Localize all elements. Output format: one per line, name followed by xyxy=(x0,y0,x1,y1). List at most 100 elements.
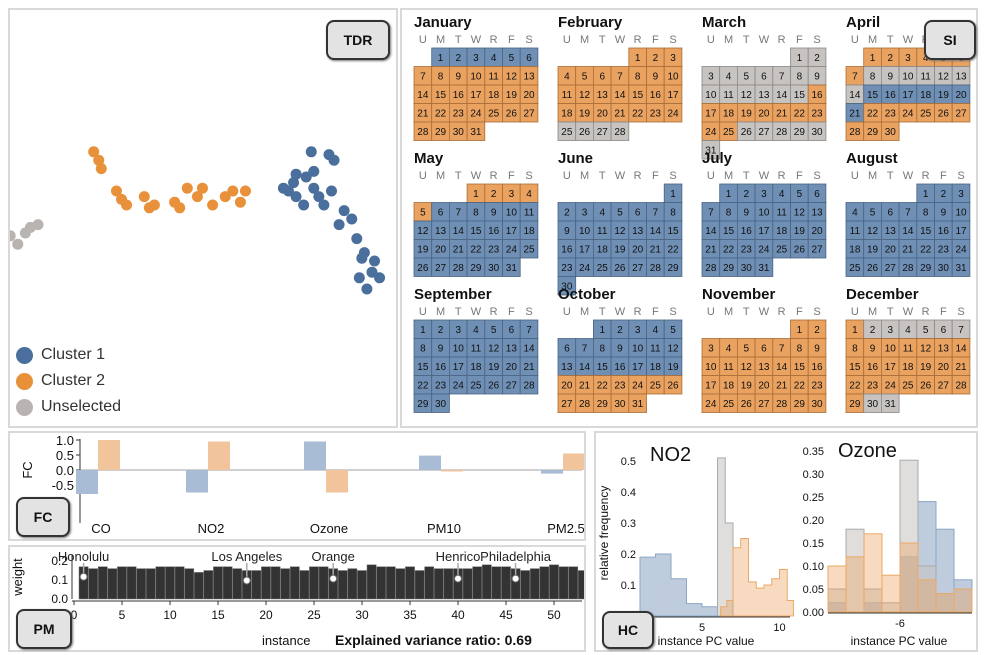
pm-bar[interactable] xyxy=(529,568,540,600)
pm-bar[interactable] xyxy=(347,568,358,600)
scatter-point[interactable] xyxy=(174,202,186,214)
pm-bar[interactable] xyxy=(222,566,233,600)
pm-bar[interactable] xyxy=(280,568,291,600)
scatter-point[interactable] xyxy=(219,191,231,203)
scatter-point[interactable] xyxy=(361,283,373,295)
legend-cluster1[interactable]: Cluster 1 xyxy=(16,342,121,368)
pm-bar[interactable] xyxy=(203,570,214,600)
scatter-point[interactable] xyxy=(277,182,289,194)
fc-bar-cluster1[interactable] xyxy=(186,470,208,493)
pm-bar[interactable] xyxy=(549,564,559,600)
day-cell[interactable] xyxy=(807,393,827,413)
pm-annotation-marker[interactable] xyxy=(242,576,251,585)
scatter-point[interactable] xyxy=(148,199,160,211)
scatter-point[interactable] xyxy=(351,233,363,245)
scatter-point[interactable] xyxy=(326,185,337,197)
hc-ozone-cluster2[interactable] xyxy=(845,556,865,613)
scatter-point[interactable] xyxy=(313,191,325,203)
fc-bar-cluster1[interactable] xyxy=(76,470,98,494)
scatter-point[interactable] xyxy=(290,191,302,203)
pm-bar[interactable] xyxy=(577,570,588,600)
pm-bar[interactable] xyxy=(520,570,531,600)
scatter-point[interactable] xyxy=(346,213,358,225)
day-cell[interactable] xyxy=(880,393,900,413)
scatter-point[interactable] xyxy=(318,199,330,211)
hc-ozone-cluster2[interactable] xyxy=(899,542,919,613)
pm-annotation-marker[interactable] xyxy=(454,574,462,583)
scatter-point[interactable] xyxy=(110,185,122,197)
pm-bar[interactable] xyxy=(261,566,271,600)
hc-no2-unselected[interactable] xyxy=(717,457,734,617)
fc-bar-cluster1[interactable] xyxy=(419,455,441,470)
pm-bar[interactable] xyxy=(481,564,492,600)
pm-bar[interactable] xyxy=(462,568,473,600)
pm-bar[interactable] xyxy=(97,566,108,600)
pm-bar[interactable] xyxy=(251,570,262,600)
day-cell[interactable] xyxy=(466,121,486,141)
scatter-point[interactable] xyxy=(234,196,246,208)
pm-bar[interactable] xyxy=(376,566,387,600)
day-cell[interactable] xyxy=(754,257,774,277)
hc-ozone-cluster2[interactable] xyxy=(881,574,901,613)
scatter-point[interactable] xyxy=(93,154,105,166)
pm-bar[interactable] xyxy=(309,566,319,600)
pm-bar[interactable] xyxy=(117,566,127,600)
day-cell[interactable] xyxy=(701,140,721,160)
day-cell[interactable] xyxy=(880,121,900,141)
pm-bar[interactable] xyxy=(184,568,195,600)
scatter-point[interactable] xyxy=(12,238,24,250)
pm-bar[interactable] xyxy=(155,566,166,600)
day-cell[interactable] xyxy=(519,239,539,259)
scatter-point[interactable] xyxy=(88,146,100,158)
day-cell[interactable] xyxy=(663,103,683,123)
day-cell[interactable] xyxy=(663,257,683,277)
scatter-point[interactable] xyxy=(32,219,44,231)
fc-bar-cluster2[interactable] xyxy=(208,441,230,471)
fc-bar-cluster2[interactable] xyxy=(441,470,463,472)
pm-bar[interactable] xyxy=(126,566,137,600)
pm-annotation-marker[interactable] xyxy=(329,574,338,583)
hc-ozone-cluster2[interactable] xyxy=(917,579,937,613)
scatter-point[interactable] xyxy=(191,191,203,203)
pm-annotation-marker[interactable] xyxy=(79,572,88,581)
scatter-point[interactable] xyxy=(366,266,378,278)
scatter-point[interactable] xyxy=(305,146,317,158)
pm-bar[interactable] xyxy=(193,572,204,600)
pm-bar[interactable] xyxy=(318,566,329,600)
hc-no2-cluster2[interactable] xyxy=(720,538,794,617)
scatter-point[interactable] xyxy=(227,185,239,197)
pm-bar[interactable] xyxy=(395,568,406,600)
pm-bar[interactable] xyxy=(213,566,223,600)
scatter-point[interactable] xyxy=(95,163,107,175)
fc-bar-cluster1[interactable] xyxy=(541,470,563,474)
pm-annotation-marker[interactable] xyxy=(511,574,520,583)
scatter-point[interactable] xyxy=(181,182,193,194)
pm-bar[interactable] xyxy=(270,566,281,600)
scatter-point[interactable] xyxy=(353,272,365,284)
pm-bar[interactable] xyxy=(443,568,454,600)
pm-bar[interactable] xyxy=(145,568,156,600)
pm-bar[interactable] xyxy=(174,566,185,600)
scatter-point[interactable] xyxy=(356,252,368,264)
scatter-point[interactable] xyxy=(121,199,133,211)
scatter-point[interactable] xyxy=(196,182,208,194)
pm-bar[interactable] xyxy=(472,566,483,600)
pm-bar[interactable] xyxy=(385,566,396,600)
hc-ozone-cluster2[interactable] xyxy=(935,593,955,613)
fc-bar-cluster2[interactable] xyxy=(98,440,120,470)
scatter-point[interactable] xyxy=(239,185,251,197)
pm-bar[interactable] xyxy=(299,570,310,600)
scatter-point[interactable] xyxy=(338,205,350,217)
legend-cluster2[interactable]: Cluster 2 xyxy=(16,368,121,394)
hc-ozone-cluster2[interactable] xyxy=(863,533,883,613)
day-cell[interactable] xyxy=(951,375,971,395)
pm-bar[interactable] xyxy=(414,570,425,600)
scatter-point[interactable] xyxy=(290,168,302,180)
pm-bar[interactable] xyxy=(568,566,579,600)
scatter-point[interactable] xyxy=(10,230,16,242)
scatter-point[interactable] xyxy=(300,171,312,183)
scatter-point[interactable] xyxy=(328,154,340,166)
pm-bar[interactable] xyxy=(501,566,511,600)
day-cell[interactable] xyxy=(951,257,971,277)
